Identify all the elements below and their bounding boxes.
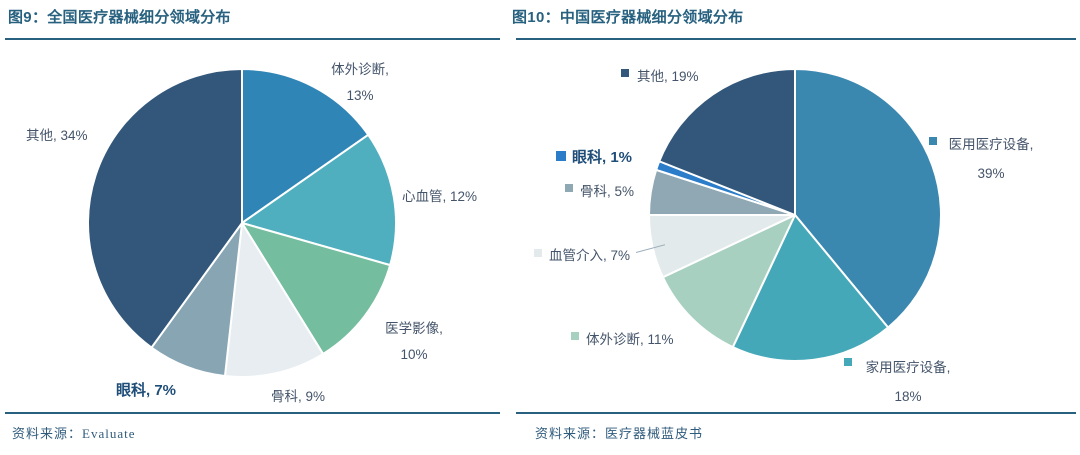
pie-slice-2: [661, 214, 796, 349]
pie-label-others-china: 其他, 19%: [637, 69, 699, 84]
pie-label-ophthalmology: 眼科, 7%: [116, 382, 177, 399]
figure10-footer-rule: [516, 412, 1076, 414]
pie-label-medical-imaging: 医学影像, 10%: [364, 316, 464, 368]
pie-label-home-equipment-line1: 家用医疗设备,: [865, 360, 951, 375]
pie-slice-1: [731, 214, 890, 362]
figure9-title-rule: [5, 38, 500, 40]
legend-marker-ivd: [571, 332, 579, 340]
pie-chart-china-device-segments: [648, 68, 942, 362]
pie-label-ivd: 体外诊断, 13%: [310, 57, 410, 109]
figure9-title: 图9：全国医疗器械细分领域分布: [8, 9, 231, 26]
figure9-footer-rule: [5, 412, 500, 414]
pie-label-medical-imaging-line2: 10%: [400, 347, 428, 362]
legend-marker-medical-equipment: [929, 137, 937, 145]
pie-slice-3: [223, 222, 325, 378]
pie-slice-5: [87, 68, 243, 349]
pie-label-orthopedics: 骨科, 9%: [271, 389, 326, 404]
pie-label-cardiovascular: 心血管, 12%: [402, 189, 478, 204]
pie-label-vascular-intervention: 血管介入, 7%: [549, 248, 631, 263]
pie-label-ophthalmology-china: 眼科, 1%: [572, 149, 633, 166]
pie-label-ivd-line2: 13%: [346, 88, 374, 103]
pie-slice-2: [241, 222, 392, 355]
pie-label-medical-equipment: 医用医疗设备, 39%: [936, 130, 1046, 188]
pie-chart-national-device-segments: [87, 68, 397, 378]
pie-label-medical-imaging-line1: 医学影像,: [385, 321, 443, 336]
pie-slice-6: [658, 68, 796, 216]
legend-marker-others: [621, 69, 629, 77]
pie-label-medical-equipment-line1: 医用医疗设备,: [948, 137, 1034, 152]
pie-slice-0: [241, 68, 370, 224]
pie-label-home-equipment: 家用医疗设备, 18%: [853, 353, 963, 411]
pie-label-others: 其他, 34%: [26, 128, 88, 143]
legend-marker-ophthalmology: [556, 151, 566, 161]
pie-slice-0: [794, 68, 942, 329]
figure10-title: 图10：中国医疗器械细分领域分布: [512, 9, 744, 26]
pie-slice-1: [241, 133, 397, 267]
pie-label-ivd-china: 体外诊断, 11%: [586, 332, 674, 347]
legend-marker-vascular-intervention: [534, 249, 542, 257]
legend-marker-orthopedics: [565, 184, 573, 192]
pie-label-ivd-line1: 体外诊断,: [331, 62, 389, 77]
figure9-source: 资料来源：Evaluate: [12, 426, 136, 441]
figure10-source: 资料来源：医疗器械蓝皮书: [535, 426, 704, 441]
pie-label-medical-equipment-line2: 39%: [977, 166, 1005, 181]
pie-label-orthopedics-china: 骨科, 5%: [580, 184, 635, 199]
figure10-title-rule: [516, 38, 1076, 40]
pie-label-home-equipment-line2: 18%: [894, 389, 922, 404]
legend-marker-home-equipment: [844, 358, 852, 366]
